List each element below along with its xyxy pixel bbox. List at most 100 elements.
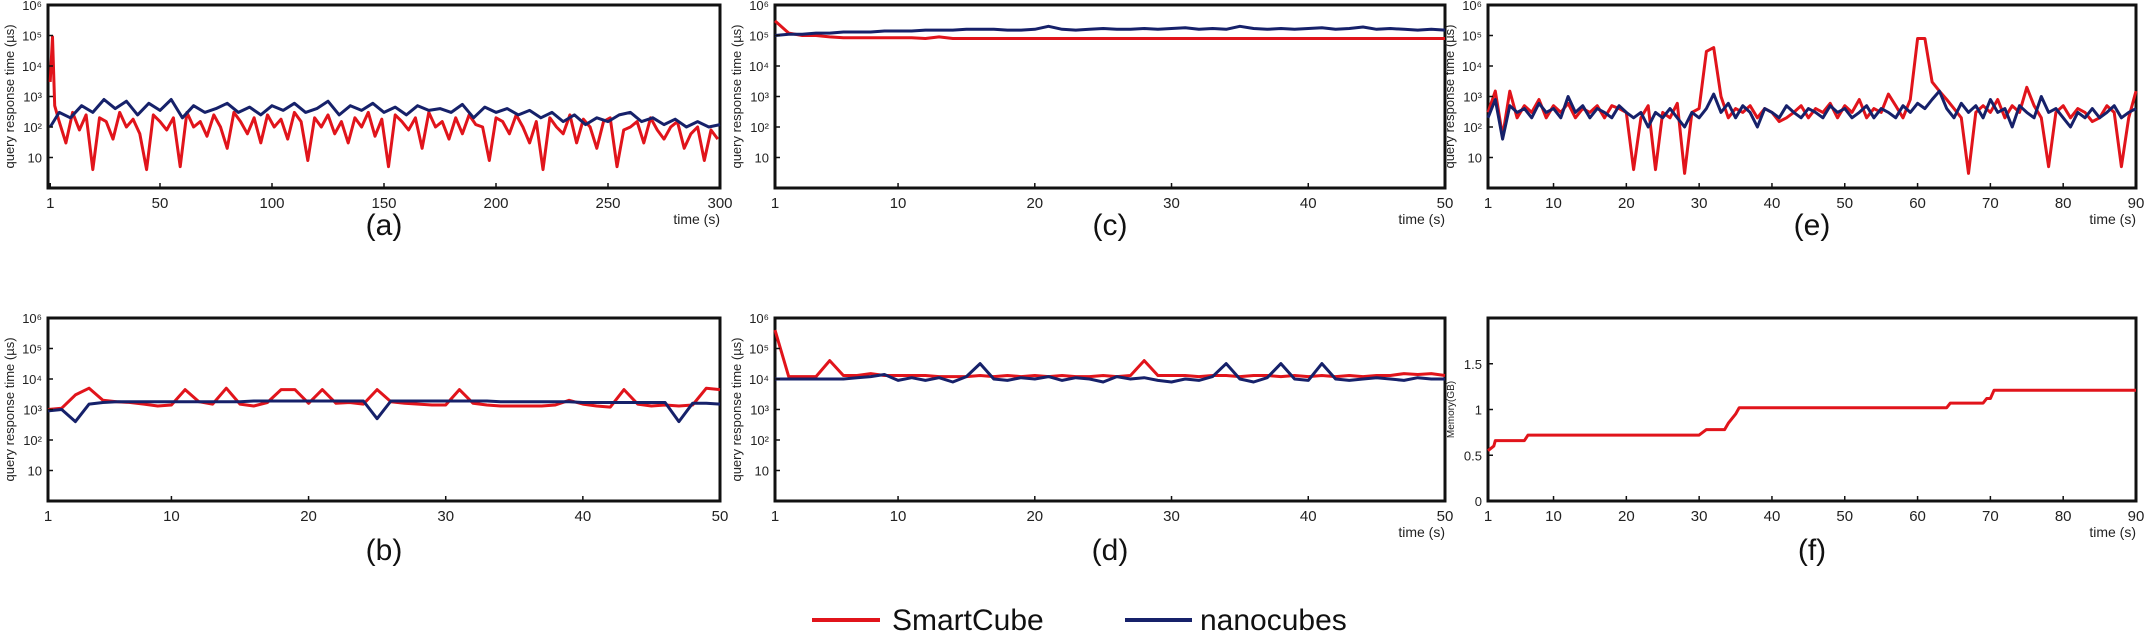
panel-b: 1 10 20 30 40 50 10 10² 10³ 10⁴ 10⁵ 10⁶ query respon… (2, 311, 728, 567)
x-axis-label: time (s) (1398, 211, 1445, 227)
series-line-nanocubes (775, 362, 1445, 384)
x-tick-label: 20 (1618, 195, 1635, 212)
y-axis-label: query response time (µs) (2, 337, 17, 481)
y-tick-label: 10² (23, 120, 42, 135)
panel-e: 1 10 20 30 40 50 60 70 80 90 10 10² 10³ 10⁴ 10⁵ 10⁶ quer… (1442, 0, 2144, 242)
plot-frame (1486, 3, 2138, 190)
x-tick-label: 10 (163, 508, 180, 525)
x-tick-label: 80 (2055, 508, 2072, 525)
y-tick-label: 10⁴ (749, 59, 769, 74)
x-tick-label: 20 (1026, 195, 1043, 212)
x-tick-label: 10 (890, 508, 907, 525)
y-axis-label: query response time (µs) (729, 337, 744, 481)
x-tick-label: 90 (2128, 195, 2145, 212)
panel-caption: (d) (1092, 534, 1129, 567)
legend-smartcube-label: SmartCube (892, 604, 1044, 637)
y-tick-label: 10⁶ (1462, 0, 1482, 13)
plot-frame (1486, 316, 2138, 503)
panel-a: 1 50 100 150 200 250 3001010²10³10⁴10⁵10⁶query… (2, 0, 733, 242)
x-tick-label: 1 (44, 508, 52, 525)
y-tick-label: 10⁶ (22, 311, 42, 326)
x-tick-label: 1 (1484, 195, 1492, 212)
x-axis-label: time (s) (2089, 524, 2136, 540)
x-tick-label: 40 (1300, 195, 1317, 212)
plot-frame (773, 316, 1447, 503)
y-tick-label: 10² (1463, 120, 1482, 135)
x-tick-label: 10 (1545, 195, 1562, 212)
x-tick-label: 1 (1484, 508, 1492, 525)
y-tick-label: 10⁴ (22, 59, 42, 74)
x-tick-label: 10 (1545, 508, 1562, 525)
x-tick-label: 90 (2128, 508, 2145, 525)
x-tick-label: 70 (1982, 508, 1999, 525)
y-tick-label: 10³ (23, 90, 42, 105)
y-tick-label: 10² (750, 433, 769, 448)
x-axis-label: time (s) (1398, 524, 1445, 540)
x-tick-label: 20 (1618, 508, 1635, 525)
x-tick-label: 30 (1163, 508, 1180, 525)
y-tick-label: 10 (755, 464, 769, 479)
x-tick-label: 50 (152, 195, 169, 212)
y-axis-label: query response time (µs) (2, 24, 17, 168)
x-tick-label: 50 (712, 508, 729, 525)
x-tick-label: 40 (1764, 508, 1781, 525)
legend-nanocubes-label: nanocubes (1200, 604, 1347, 637)
y-axis-label: Memory(GB) (1446, 381, 1457, 438)
x-tick-label: 100 (259, 195, 284, 212)
series-line-nanocubes (48, 98, 721, 129)
legend: SmartCube nanocubes (812, 604, 1347, 637)
x-tick-label: 1 (771, 195, 779, 212)
panel-caption: (a) (366, 209, 403, 242)
x-tick-label: 200 (483, 195, 508, 212)
x-axis-label: time (s) (2089, 211, 2136, 227)
x-axis-label: time (s) (673, 211, 720, 227)
panel-caption: (e) (1794, 209, 1831, 242)
y-tick-label: 10³ (23, 403, 42, 418)
x-tick-label: 50 (1836, 508, 1853, 525)
y-tick-label: 10³ (1463, 90, 1482, 105)
series-line-smartcube (47, 386, 721, 411)
x-tick-label: 1 (46, 195, 54, 212)
x-tick-label: 10 (890, 195, 907, 212)
x-tick-label: 50 (1437, 508, 1454, 525)
y-axis-label: query response time (µs) (1442, 24, 1457, 168)
panel-caption: (c) (1093, 209, 1128, 242)
y-tick-label: 0.5 (1464, 448, 1482, 463)
y-tick-label: 10⁴ (22, 372, 42, 387)
y-tick-label: 10³ (750, 90, 769, 105)
panel-f: 1 10 20 30 40 50 60 70 80 90 0 0.5 1 1.5 Memory(GB) tim… (1446, 316, 2145, 567)
y-tick-label: 10³ (750, 403, 769, 418)
y-tick-label: 10 (1468, 151, 1482, 166)
series-line-nanocubes (774, 24, 1446, 37)
y-tick-label: 10 (28, 151, 42, 166)
x-tick-label: 50 (1836, 195, 1853, 212)
series-line-smartcube (773, 329, 1446, 379)
y-tick-label: 0 (1475, 494, 1482, 509)
series-line-nanocubes (47, 399, 721, 424)
y-tick-label: 10⁵ (749, 342, 769, 357)
x-tick-label: 30 (1691, 195, 1708, 212)
y-tick-label: 10⁶ (749, 0, 769, 13)
x-tick-label: 1 (771, 508, 779, 525)
y-tick-label: 1 (1475, 403, 1482, 418)
panel-caption: (b) (366, 534, 403, 567)
x-tick-label: 60 (1909, 195, 1926, 212)
x-tick-label: 150 (371, 195, 396, 212)
series-line-smartcube (1487, 388, 2136, 452)
panel-c: 1 10 20 30 40 50 10 10² 10³ 10⁴ 10⁵ 10⁶ query respon… (729, 0, 1453, 242)
x-tick-label: 250 (595, 195, 620, 212)
x-tick-label: 30 (1691, 508, 1708, 525)
x-tick-label: 30 (1163, 195, 1180, 212)
y-tick-label: 10⁵ (749, 29, 769, 44)
x-tick-label: 40 (575, 508, 592, 525)
y-tick-label: 10 (28, 464, 42, 479)
x-tick-label: 30 (437, 508, 454, 525)
x-tick-label: 20 (1026, 508, 1043, 525)
x-tick-label: 60 (1909, 508, 1926, 525)
x-tick-label: 40 (1300, 508, 1317, 525)
y-tick-label: 10⁵ (22, 29, 42, 44)
y-tick-label: 10 (755, 151, 769, 166)
y-tick-label: 10⁵ (1462, 29, 1482, 44)
series-line-nanocubes (1486, 89, 2137, 141)
